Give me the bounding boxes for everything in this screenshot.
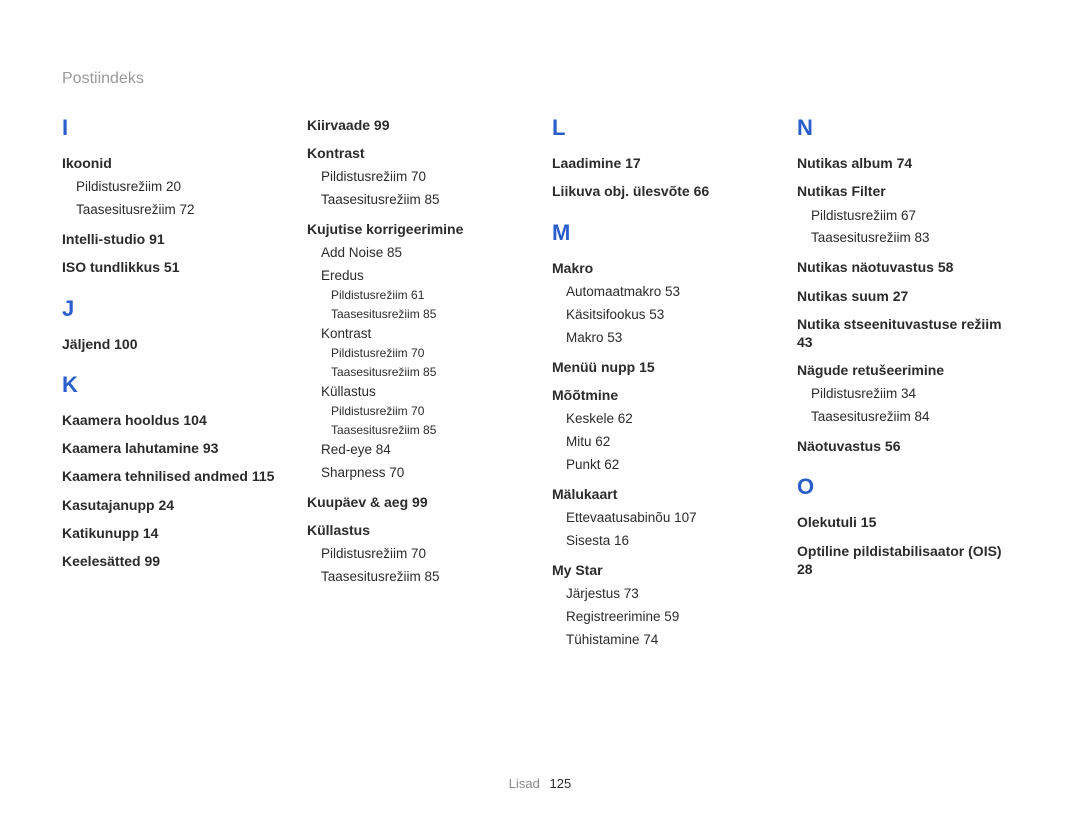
sub-item: Taasesitusrežiim 85: [321, 568, 528, 587]
letter-m: M: [552, 221, 773, 245]
sub-item: Pildistusrežiim 70: [331, 345, 528, 361]
entry-intelli: Intelli-studio 91: [62, 230, 283, 248]
sub-item: Pildistusrežiim 20: [76, 178, 283, 197]
entry-kullastus: Küllastus: [307, 521, 528, 539]
column-4: N Nutikas album 74 Nutikas Filter Pildis…: [797, 116, 1018, 659]
entry-jaljend: Jäljend 100: [62, 335, 283, 353]
letter-l: L: [552, 116, 773, 140]
sub-item: Pildistusrežiim 34: [811, 385, 1018, 404]
sub-item: Pildistusrežiim 61: [331, 287, 528, 303]
entry-katikunupp: Katikunupp 14: [62, 524, 283, 542]
sub-item: Taasesitusrežiim 85: [331, 422, 528, 438]
sub-item: Punkt 62: [566, 456, 773, 475]
entry-kujutise: Kujutise korrigeerimine: [307, 220, 528, 238]
entry-nsuum: Nutikas suum 27: [797, 287, 1018, 305]
entry-nnao: Nutikas näotuvastus 58: [797, 258, 1018, 276]
index-page: Postiindeks I Ikoonid Pildistusrežiim 20…: [0, 0, 1080, 815]
entry-nfilter: Nutikas Filter: [797, 182, 1018, 200]
sub-item: Taasesitusrežiim 84: [811, 408, 1018, 427]
sub-item: Tühistamine 74: [566, 631, 773, 650]
column-1: I Ikoonid Pildistusrežiim 20 Taasesitusr…: [62, 116, 283, 659]
index-columns: I Ikoonid Pildistusrežiim 20 Taasesitusr…: [62, 116, 1018, 659]
entry-makro: Makro: [552, 259, 773, 277]
sub-item: Käsitsifookus 53: [566, 306, 773, 325]
entry-kuupaev: Kuupäev & aeg 99: [307, 493, 528, 511]
sub-label: Kontrast: [321, 325, 528, 343]
entry-kiirvaade: Kiirvaade 99: [307, 116, 528, 134]
sub-item: Taasesitusrežiim 85: [331, 306, 528, 322]
entry-menuu: Menüü nupp 15: [552, 358, 773, 376]
entry-laadimine: Laadimine 17: [552, 154, 773, 172]
sub-item: Pildistusrežiim 70: [331, 403, 528, 419]
sub-item: Mitu 62: [566, 433, 773, 452]
footer-page: 125: [550, 776, 572, 791]
sub-item: Taasesitusrežiim 85: [331, 364, 528, 380]
entry-olekutuli: Olekutuli 15: [797, 513, 1018, 531]
entry-ikoonid: Ikoonid: [62, 154, 283, 172]
letter-n: N: [797, 116, 1018, 140]
sub-item: Makro 53: [566, 329, 773, 348]
sub-item: Sharpness 70: [321, 464, 528, 483]
entry-klahutamine: Kaamera lahutamine 93: [62, 439, 283, 457]
letter-j: J: [62, 297, 283, 321]
sub-item: Add Noise 85: [321, 244, 528, 263]
entry-liikuva: Liikuva obj. ülesvõte 66: [552, 182, 773, 200]
column-2: Kiirvaade 99 Kontrast Pildistusrežiim 70…: [307, 116, 528, 659]
sub-label: Küllastus: [321, 383, 528, 401]
entry-naotuvastus: Näotuvastus 56: [797, 437, 1018, 455]
entry-ktehnilised: Kaamera tehnilised andmed 115: [62, 467, 283, 485]
entry-malukaart: Mälukaart: [552, 485, 773, 503]
entry-kontrast: Kontrast: [307, 144, 528, 162]
entry-mystar: My Star: [552, 561, 773, 579]
sub-label: Eredus: [321, 267, 528, 285]
page-header: Postiindeks: [62, 70, 1018, 88]
sub-item: Taasesitusrežiim 83: [811, 229, 1018, 248]
sub-item: Pildistusrežiim 70: [321, 168, 528, 187]
entry-nretus: Nägude retušeerimine: [797, 361, 1018, 379]
entry-keelesatted: Keelesätted 99: [62, 552, 283, 570]
entry-ois: Optiline pildistabilisaator (OIS) 28: [797, 542, 1018, 578]
sub-item: Automaatmakro 53: [566, 283, 773, 302]
sub-item: Taasesitusrežiim 72: [76, 201, 283, 220]
entry-nalbum: Nutikas album 74: [797, 154, 1018, 172]
sub-item: Red-eye 84: [321, 441, 528, 460]
letter-i: I: [62, 116, 283, 140]
sub-item: Sisesta 16: [566, 532, 773, 551]
footer-label: Lisad: [509, 776, 540, 791]
sub-item: Ettevaatusabinõu 107: [566, 509, 773, 528]
entry-khooldus: Kaamera hooldus 104: [62, 411, 283, 429]
letter-k: K: [62, 373, 283, 397]
entry-mootmine: Mõõtmine: [552, 386, 773, 404]
entry-nstsen: Nutika stseenituvastuse režiim 43: [797, 315, 1018, 351]
sub-item: Keskele 62: [566, 410, 773, 429]
entry-iso: ISO tundlikkus 51: [62, 258, 283, 276]
sub-item: Pildistusrežiim 67: [811, 207, 1018, 226]
sub-item: Järjestus 73: [566, 585, 773, 604]
letter-o: O: [797, 475, 1018, 499]
sub-item: Registreerimine 59: [566, 608, 773, 627]
page-footer: Lisad 125: [0, 776, 1080, 791]
sub-item: Pildistusrežiim 70: [321, 545, 528, 564]
sub-item: Taasesitusrežiim 85: [321, 191, 528, 210]
column-3: L Laadimine 17 Liikuva obj. ülesvõte 66 …: [552, 116, 773, 659]
entry-kasutajanupp: Kasutajanupp 24: [62, 496, 283, 514]
